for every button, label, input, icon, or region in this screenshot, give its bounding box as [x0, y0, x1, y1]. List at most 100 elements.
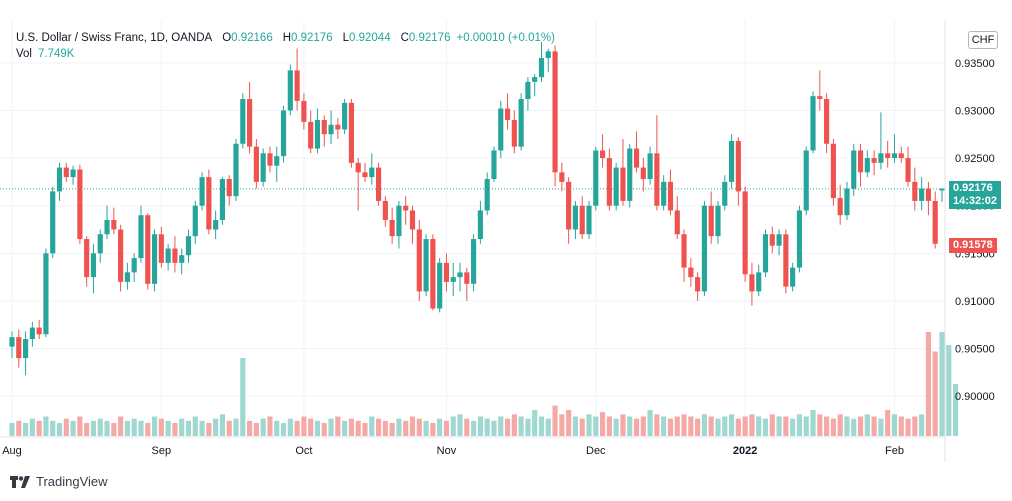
candle-body [423, 239, 429, 292]
candle-body [437, 262, 443, 309]
candle-body [871, 158, 877, 163]
volume-bar [22, 423, 29, 436]
volume-bar [138, 420, 144, 436]
volume-bar [776, 416, 782, 436]
candle-body [443, 262, 450, 282]
volume-bar [301, 416, 307, 436]
candle-body [118, 229, 124, 282]
candle-body [919, 188, 925, 201]
volume-bar [43, 416, 49, 436]
candle-body [803, 150, 809, 211]
volume-bar [912, 416, 918, 436]
tradingview-logo-icon [10, 475, 30, 488]
volume-bar [552, 405, 558, 436]
candle-body [824, 99, 830, 144]
candle-body [661, 181, 667, 206]
currency-button[interactable]: CHF [968, 31, 998, 49]
volume-bar [749, 414, 755, 436]
candle-body [844, 188, 850, 216]
volume-bar [891, 414, 898, 436]
volume-bar [104, 420, 110, 436]
last-price-value: 0.92176 [953, 181, 993, 194]
volume-bar [559, 414, 565, 436]
volume-bar [681, 414, 687, 436]
candle-body [450, 277, 456, 282]
volume-key[interactable]: Vol [16, 48, 32, 60]
volume-bar [369, 416, 375, 436]
candle-body [267, 153, 273, 166]
candle-body [301, 100, 307, 122]
volume-bar [240, 358, 246, 436]
volume-bar [715, 418, 721, 436]
volume-bar [423, 420, 429, 436]
candle-body [430, 239, 436, 309]
volume-bar [932, 351, 938, 436]
y-tick-label: 0.90000 [955, 391, 995, 403]
volume-bar [586, 414, 592, 436]
y-tick-label: 0.93000 [955, 105, 995, 117]
branding-text: TradingView [36, 474, 108, 489]
volume-bar [219, 414, 226, 436]
candle-body [50, 191, 56, 254]
volume-bar [532, 410, 538, 436]
volume-bar [633, 418, 640, 436]
candle-body [9, 337, 15, 347]
candle-body [382, 200, 388, 220]
symbol-title[interactable]: U.S. Dollar / Swiss Franc, 1D, OANDA [16, 32, 213, 44]
chart-legend: U.S. Dollar / Swiss Franc, 1D, OANDA O0.… [16, 30, 555, 62]
volume-bar [579, 418, 585, 436]
candle-body [593, 150, 599, 206]
volume-bar [627, 416, 633, 436]
volume-bar [118, 416, 124, 436]
candle-body [247, 99, 253, 147]
x-tick-label: Aug [2, 445, 22, 457]
volume-bar [443, 420, 450, 436]
volume-bar [29, 418, 35, 436]
volume-bar [97, 418, 103, 436]
candle-body [321, 119, 327, 135]
candle-body [213, 219, 219, 230]
volume-bar [878, 418, 884, 436]
candle-body [817, 96, 823, 100]
volume-bar [409, 416, 416, 436]
candle-body [104, 219, 110, 235]
candle-body [464, 272, 470, 284]
change-value: +0.00010 (+0.01%) [456, 32, 555, 44]
candle-body [912, 181, 918, 201]
candle-body [885, 153, 891, 159]
candle-body [362, 172, 368, 178]
volume-bar [192, 416, 198, 436]
volume-bar [172, 423, 178, 436]
candle-body [681, 234, 687, 268]
open-value: 0.92166 [231, 32, 273, 44]
volume-bar [287, 418, 293, 436]
tradingview-logo[interactable]: TradingView [10, 474, 108, 489]
volume-bar [464, 418, 470, 436]
volume-bar [90, 420, 97, 436]
volume-bar [830, 418, 836, 436]
candle-body [491, 150, 497, 180]
candlesticks [9, 41, 945, 376]
candle-body [477, 210, 483, 240]
volume-bar [952, 384, 959, 436]
candle-body [63, 167, 69, 178]
candle-body [36, 327, 42, 335]
high-key: H [282, 32, 292, 44]
volume-bar [620, 414, 626, 436]
volume-bar [925, 332, 932, 436]
volume-bar [667, 418, 674, 436]
candle-body [484, 179, 490, 211]
volume-bar [600, 412, 606, 436]
candle-body [667, 181, 674, 211]
candle-body [701, 205, 707, 292]
volume-bar [471, 420, 477, 436]
volume-bar [803, 416, 809, 436]
candle-body [308, 121, 314, 149]
volume-bar [661, 416, 667, 436]
candle-body [389, 219, 395, 237]
volume-bar [321, 423, 327, 436]
volume-bar [382, 420, 388, 436]
volume-bar [328, 418, 334, 436]
volume-bar [111, 423, 117, 436]
